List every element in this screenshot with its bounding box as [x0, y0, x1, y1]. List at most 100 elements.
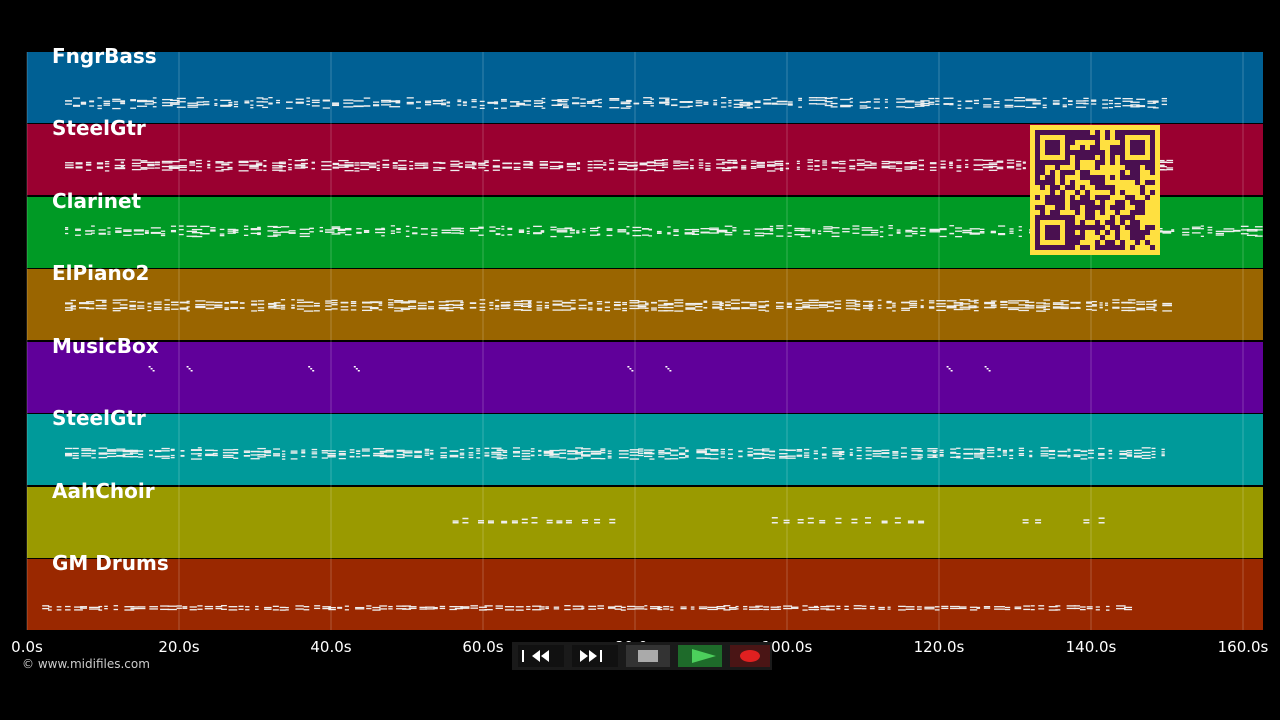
note: [1062, 106, 1067, 108]
note: [507, 228, 513, 230]
qr-cell: [1095, 145, 1100, 150]
note: [609, 162, 614, 164]
note: [361, 448, 370, 450]
note: [337, 229, 346, 232]
note: [366, 605, 372, 607]
note: [1119, 450, 1128, 452]
note: [626, 169, 638, 171]
note: [965, 159, 969, 161]
note: [433, 169, 442, 171]
note: [735, 608, 739, 610]
note: [396, 605, 407, 607]
note: [286, 107, 293, 109]
qr-cell: [1085, 195, 1090, 200]
note: [1151, 453, 1156, 456]
qr-cell: [1150, 225, 1155, 230]
note: [238, 161, 249, 164]
note: [439, 605, 446, 608]
note: [968, 307, 977, 309]
note: [946, 307, 957, 309]
qr-cell: [1095, 185, 1100, 190]
note: [1008, 300, 1019, 302]
qr-cell: [1055, 210, 1060, 215]
note: [638, 452, 644, 454]
record-button[interactable]: [730, 645, 770, 667]
note: [91, 452, 96, 455]
note: [214, 104, 218, 106]
note: [280, 304, 286, 307]
note: [98, 456, 108, 459]
note: [1246, 234, 1258, 236]
note: [728, 606, 737, 609]
note: [613, 304, 621, 307]
note: [1070, 301, 1081, 304]
note: [698, 159, 704, 161]
note: [1080, 458, 1088, 460]
note: [687, 101, 693, 103]
note: [787, 103, 793, 105]
note: [344, 164, 354, 166]
note: [1006, 167, 1015, 169]
note: [311, 161, 315, 163]
note: [325, 305, 332, 307]
qr-cell: [1110, 225, 1115, 230]
note: [703, 103, 709, 105]
note: [222, 449, 234, 451]
note: [123, 230, 132, 232]
note: [581, 455, 591, 457]
note: [441, 102, 447, 104]
note: [396, 231, 401, 233]
note: [406, 97, 414, 99]
note: [803, 454, 810, 456]
note: [785, 457, 796, 459]
note: [741, 168, 747, 170]
qr-cell: [1075, 225, 1080, 230]
note: [75, 163, 83, 165]
note: [311, 101, 320, 104]
rewind-button[interactable]: [518, 645, 564, 667]
note: [909, 302, 918, 305]
note: [774, 160, 784, 162]
note: [725, 301, 731, 303]
note: [746, 102, 753, 104]
fast-forward-button[interactable]: [572, 645, 618, 667]
note: [215, 161, 224, 163]
note: [1060, 304, 1069, 306]
note: [1161, 97, 1168, 100]
note: [916, 606, 922, 608]
note: [618, 450, 629, 452]
note: [273, 232, 282, 234]
note: [123, 229, 132, 231]
note: [613, 301, 621, 303]
track-name: SteelGtr: [52, 116, 146, 140]
qr-cell: [1100, 150, 1105, 155]
qr-cell: [1075, 165, 1080, 170]
note: [894, 517, 901, 519]
note: [901, 301, 910, 303]
note: [797, 522, 804, 524]
note: [423, 166, 429, 168]
note: [969, 606, 978, 608]
note: [1254, 229, 1263, 231]
note: [311, 453, 318, 455]
note: [137, 606, 146, 608]
stop-button[interactable]: [626, 645, 670, 667]
note: [526, 608, 531, 610]
qr-cell: [1080, 155, 1085, 160]
note: [785, 168, 790, 170]
note: [363, 105, 371, 107]
play-button[interactable]: [678, 645, 722, 667]
note: [1122, 105, 1133, 107]
note: [904, 168, 913, 170]
note: [423, 167, 429, 169]
note: [576, 162, 581, 164]
note: [979, 448, 985, 451]
note: [769, 450, 776, 453]
note: [459, 448, 465, 451]
note: [228, 609, 238, 611]
note: [1048, 606, 1058, 608]
note: [918, 168, 924, 171]
note: [918, 164, 924, 166]
note: [550, 229, 557, 231]
note: [581, 606, 585, 608]
